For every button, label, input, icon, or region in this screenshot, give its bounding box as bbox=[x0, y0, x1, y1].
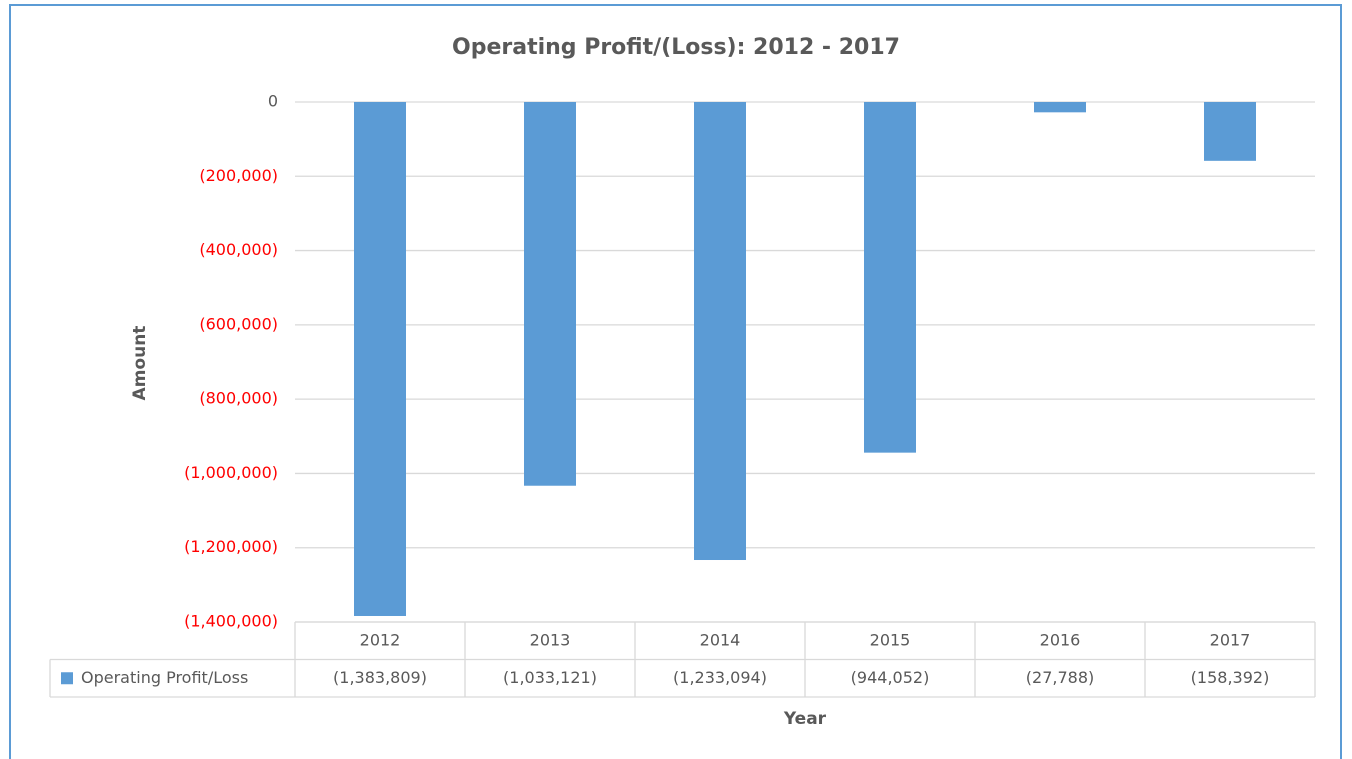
y-axis-title: Amount bbox=[130, 326, 150, 401]
x-tick-label: 2016 bbox=[1040, 630, 1081, 649]
data-table-value: (944,052) bbox=[851, 668, 930, 687]
bar bbox=[694, 102, 746, 561]
x-tick-label: 2015 bbox=[870, 630, 911, 649]
y-tick-label: 0 bbox=[268, 92, 278, 111]
data-table-value: (27,788) bbox=[1026, 668, 1094, 687]
y-tick-label: (400,000) bbox=[199, 240, 278, 259]
y-tick-label: (1,200,000) bbox=[184, 537, 278, 556]
x-tick-label: 2017 bbox=[1210, 630, 1251, 649]
y-tick-label: (1,400,000) bbox=[184, 612, 278, 631]
chart-title: Operating Profit/(Loss): 2012 - 2017 bbox=[452, 35, 900, 60]
data-table-value: (1,033,121) bbox=[503, 668, 597, 687]
legend-swatch bbox=[61, 672, 73, 685]
x-tick-label: 2012 bbox=[360, 630, 401, 649]
x-tick-label: 2014 bbox=[700, 630, 741, 649]
y-tick-label: (1,000,000) bbox=[184, 463, 278, 482]
x-axis-title: Year bbox=[783, 709, 827, 729]
bar bbox=[524, 102, 576, 486]
y-tick-label: (600,000) bbox=[199, 314, 278, 333]
bar bbox=[864, 102, 916, 453]
y-tick-label: (200,000) bbox=[199, 166, 278, 185]
legend-label: Operating Profit/Loss bbox=[81, 668, 248, 687]
y-tick-label: (800,000) bbox=[199, 389, 278, 408]
bar bbox=[1034, 102, 1086, 113]
chart-border bbox=[9, 4, 1342, 759]
bar bbox=[1204, 102, 1256, 161]
bar bbox=[354, 102, 406, 616]
x-tick-label: 2013 bbox=[530, 630, 571, 649]
data-table-value: (158,392) bbox=[1191, 668, 1270, 687]
data-table-value: (1,383,809) bbox=[333, 668, 427, 687]
data-table-value: (1,233,094) bbox=[673, 668, 767, 687]
